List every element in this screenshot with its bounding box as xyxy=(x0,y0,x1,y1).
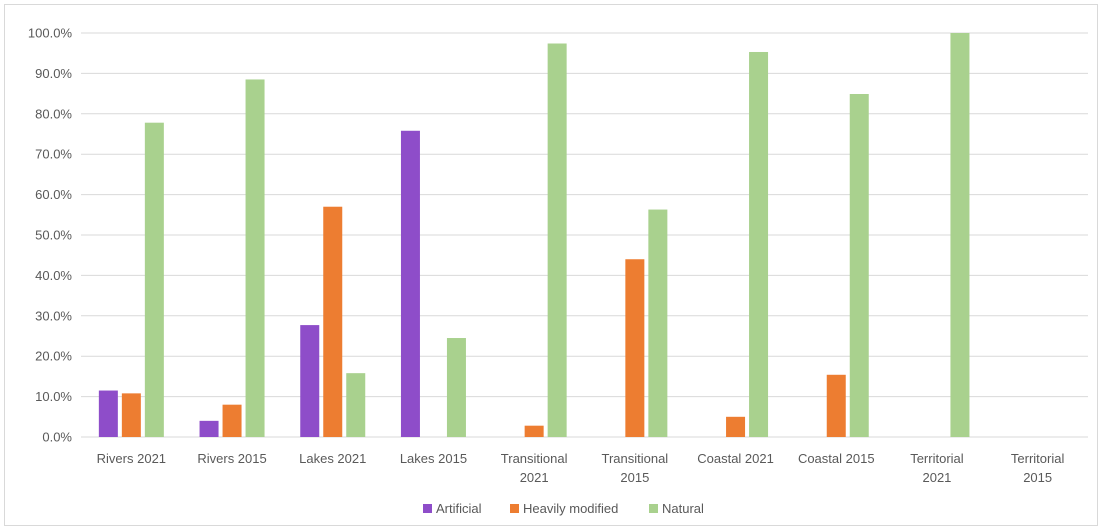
y-tick-label: 70.0% xyxy=(35,147,72,162)
legend: Artificial Heavily modified Natural xyxy=(423,501,704,516)
x-tick-label: Coastal 2021 xyxy=(697,451,774,466)
bar-artificial xyxy=(300,325,320,437)
y-tick-label: 0.0% xyxy=(42,430,72,445)
bar-heavily-modified xyxy=(524,425,544,437)
x-tick-label: Coastal 2015 xyxy=(798,451,875,466)
y-tick-label: 50.0% xyxy=(35,228,72,243)
bar-natural xyxy=(547,43,567,438)
bar-natural xyxy=(144,122,164,438)
bar-heavily-modified xyxy=(222,404,242,437)
bar-heavily-modified xyxy=(625,259,645,437)
y-tick-label: 100.0% xyxy=(28,26,73,41)
bar-natural xyxy=(346,373,366,437)
bar-heavily-modified xyxy=(826,374,846,437)
x-tick-label: Rivers 2021 xyxy=(97,451,166,466)
bar-natural xyxy=(950,33,970,437)
x-tick-label: Territorial xyxy=(1011,451,1065,466)
x-tick-label: Rivers 2015 xyxy=(197,451,266,466)
x-axis-labels: Rivers 2021 Rivers 2015 Lakes 2021 Lakes 20… xyxy=(97,451,1065,485)
y-tick-label: 90.0% xyxy=(35,66,72,81)
bar-natural xyxy=(446,338,466,437)
y-tick-label: 40.0% xyxy=(35,268,72,283)
x-tick-label: Lakes 2021 xyxy=(299,451,366,466)
bar-chart: 0.0% 10.0% 20.0% 30.0% 40.0% 50.0% 60.0% 70.0% 8… xyxy=(28,26,1088,516)
bar-artificial xyxy=(199,420,219,437)
bar-artificial xyxy=(98,390,118,437)
bar-natural xyxy=(849,94,869,437)
y-tick-label: 60.0% xyxy=(35,187,72,202)
x-tick-label: Lakes 2015 xyxy=(400,451,467,466)
legend-label: Natural xyxy=(662,501,704,516)
x-tick-label: 2021 xyxy=(520,470,549,485)
gridlines xyxy=(81,32,1088,438)
legend-swatch xyxy=(423,504,432,513)
y-tick-label: 20.0% xyxy=(35,349,72,364)
bar-heavily-modified xyxy=(121,393,141,437)
legend-label: Heavily modified xyxy=(523,501,618,516)
bar-natural xyxy=(749,51,769,437)
legend-label: Artificial xyxy=(436,501,482,516)
bar-heavily-modified xyxy=(726,416,746,437)
x-tick-label: Transitional xyxy=(501,451,568,466)
chart-frame: 0.0% 10.0% 20.0% 30.0% 40.0% 50.0% 60.0% 70.0% 8… xyxy=(4,4,1098,526)
x-tick-label: 2021 xyxy=(922,470,951,485)
legend-swatch xyxy=(649,504,658,513)
x-tick-label: 2015 xyxy=(1023,470,1052,485)
bar-heavily-modified xyxy=(323,206,343,437)
x-tick-label: Territorial xyxy=(910,451,964,466)
bar-natural xyxy=(245,79,265,438)
y-tick-label: 10.0% xyxy=(35,389,72,404)
bars xyxy=(98,33,970,438)
y-tick-label: 30.0% xyxy=(35,308,72,323)
bar-artificial xyxy=(400,130,420,437)
x-tick-label: Transitional xyxy=(601,451,668,466)
y-tick-label: 80.0% xyxy=(35,106,72,121)
legend-swatch xyxy=(510,504,519,513)
bar-natural xyxy=(648,209,668,437)
x-tick-label: 2015 xyxy=(620,470,649,485)
y-axis-ticks: 0.0% 10.0% 20.0% 30.0% 40.0% 50.0% 60.0% 70.0% 8… xyxy=(28,26,73,445)
